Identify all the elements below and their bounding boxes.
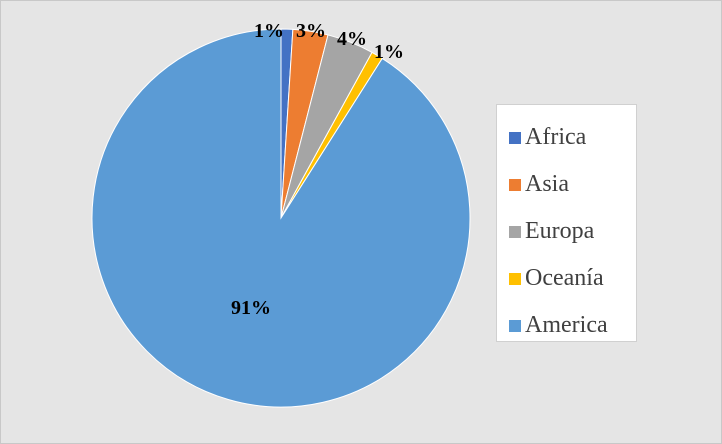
legend: Africa Asia Europa Oceanía America [496,104,637,342]
data-label-asia: 3% [296,20,326,42]
legend-label: Asia [525,171,569,197]
legend-label: America [525,312,608,338]
legend-swatch [509,225,521,238]
pie-slice-america [91,28,471,408]
legend-item-asia: Asia [509,161,636,208]
legend-item-oceanía: Oceanía [509,255,636,302]
data-label-europa: 4% [337,28,367,50]
legend-swatch [509,131,521,144]
legend-item-america: America [509,302,636,349]
data-label-america: 91% [231,297,271,319]
data-label-oceanía: 1% [374,41,404,63]
legend-item-africa: Africa [509,114,636,161]
legend-swatch [509,178,521,191]
legend-label: Oceanía [525,265,604,291]
legend-item-europa: Europa [509,208,636,255]
legend-swatch [509,272,521,285]
legend-label: Africa [525,124,587,150]
legend-label: Europa [525,218,595,244]
data-label-africa: 1% [254,20,284,42]
legend-swatch [509,319,521,332]
